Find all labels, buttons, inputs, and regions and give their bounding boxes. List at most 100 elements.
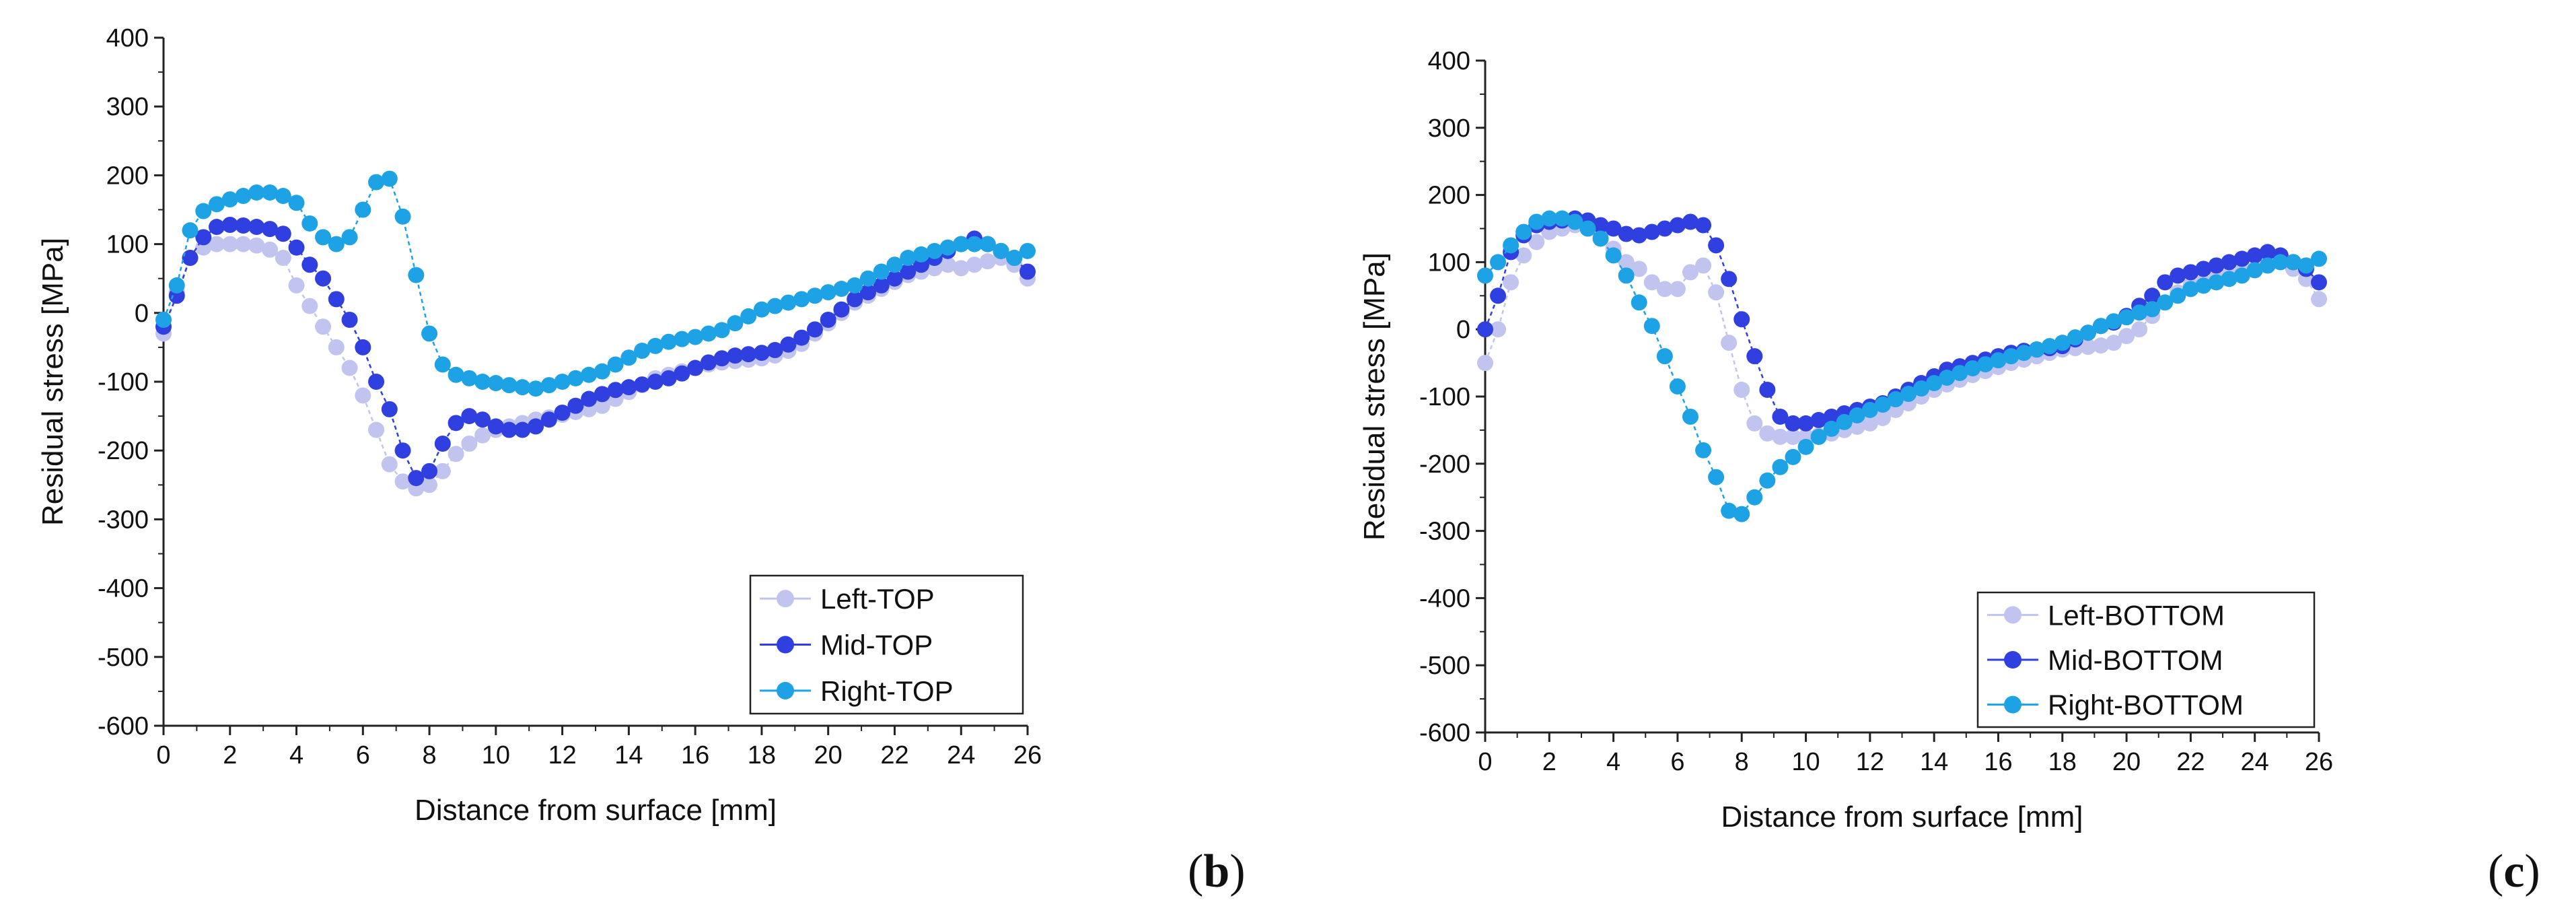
x-tick-label: 22 xyxy=(2176,748,2205,776)
data-point xyxy=(1708,237,1725,254)
x-tick-label: 10 xyxy=(482,741,510,770)
data-point xyxy=(1490,287,1507,304)
data-point xyxy=(674,365,690,382)
data-point xyxy=(806,321,823,338)
data-point xyxy=(1772,408,1789,425)
x-tick-label: 26 xyxy=(2305,748,2333,776)
data-point xyxy=(793,329,810,346)
data-point xyxy=(221,216,238,233)
data-point xyxy=(1631,227,1647,244)
data-point xyxy=(235,236,252,252)
data-point xyxy=(2182,264,2199,281)
legend-swatch-marker xyxy=(2004,606,2022,624)
data-point xyxy=(2131,304,2148,321)
data-point xyxy=(1797,438,1814,455)
data-point xyxy=(2297,257,2314,274)
legend-label: Right-BOTTOM xyxy=(2048,689,2244,721)
data-point xyxy=(2118,328,2135,345)
y-tick-label: -100 xyxy=(1419,383,1470,411)
data-point xyxy=(209,219,225,236)
data-point xyxy=(2259,257,2276,274)
data-point xyxy=(847,277,863,294)
data-point xyxy=(2067,329,2083,346)
data-point xyxy=(182,222,199,239)
data-point xyxy=(1785,448,1801,465)
data-point xyxy=(939,257,956,273)
data-point xyxy=(740,308,757,324)
data-point xyxy=(1631,261,1647,277)
data-point xyxy=(1746,415,1763,432)
legend-label: Left-BOTTOM xyxy=(2048,599,2225,631)
data-point xyxy=(1019,242,1036,259)
data-point xyxy=(501,377,517,394)
data-point xyxy=(1682,408,1698,425)
data-point xyxy=(766,341,783,358)
legend: Left-BOTTOM Mid-BOTTOM Right-BOTTOM xyxy=(1976,591,2316,728)
data-point xyxy=(567,370,584,386)
data-point xyxy=(2285,254,2301,271)
data-point xyxy=(235,188,252,205)
data-point xyxy=(2157,294,2174,311)
data-point xyxy=(873,277,890,294)
data-point xyxy=(1823,408,1840,425)
data-point xyxy=(660,370,677,386)
legend-swatch-marker xyxy=(777,681,794,699)
data-point xyxy=(1618,267,1635,284)
data-point xyxy=(221,191,238,208)
data-point xyxy=(1656,220,1673,237)
data-point xyxy=(1759,425,1776,442)
data-point xyxy=(1708,284,1725,301)
data-point xyxy=(953,236,970,252)
data-point xyxy=(820,312,836,329)
y-tick-label: -400 xyxy=(98,575,149,603)
data-point xyxy=(1746,489,1763,506)
data-point xyxy=(700,325,717,342)
data-point xyxy=(2015,345,2032,362)
data-point xyxy=(209,236,225,252)
data-point xyxy=(2259,244,2276,261)
data-point xyxy=(448,366,464,383)
y-tick-label: 200 xyxy=(1428,182,1470,210)
data-point xyxy=(275,250,291,267)
data-point xyxy=(514,379,531,396)
x-tick-label: 24 xyxy=(2241,748,2269,776)
data-point xyxy=(1643,224,1660,240)
data-point xyxy=(2311,250,2327,267)
y-tick-label: 400 xyxy=(106,24,149,53)
y-tick-label: 300 xyxy=(106,93,149,121)
data-point xyxy=(2144,287,2161,304)
data-point xyxy=(221,236,238,252)
data-point xyxy=(1721,271,1738,287)
data-point xyxy=(262,221,279,238)
x-tick-label: 20 xyxy=(2112,748,2141,776)
data-point xyxy=(487,418,504,435)
data-point xyxy=(461,408,478,425)
data-point xyxy=(713,350,730,367)
y-tick-label: -300 xyxy=(1419,518,1470,546)
data-point xyxy=(687,329,704,345)
data-point xyxy=(687,360,704,376)
data-point xyxy=(873,263,890,280)
data-point xyxy=(900,263,917,280)
data-point xyxy=(1490,254,1507,271)
data-point xyxy=(966,236,982,252)
data-point xyxy=(2195,261,2212,277)
data-point xyxy=(1772,458,1789,475)
data-point xyxy=(2028,341,2045,358)
series-right-top xyxy=(155,170,1036,397)
data-point xyxy=(1874,409,1891,426)
x-tick-label: 10 xyxy=(1791,748,1820,776)
data-point xyxy=(634,376,651,393)
data-point xyxy=(2233,250,2250,267)
data-point xyxy=(2246,262,2263,279)
data-point xyxy=(540,411,557,428)
data-point xyxy=(979,236,996,252)
data-point xyxy=(1503,237,1519,254)
x-tick-label: 16 xyxy=(1984,748,2012,776)
x-tick-label: 6 xyxy=(356,741,370,770)
data-point xyxy=(1643,318,1660,335)
data-point xyxy=(315,270,332,287)
data-point xyxy=(448,446,464,463)
data-point xyxy=(1695,257,1712,274)
